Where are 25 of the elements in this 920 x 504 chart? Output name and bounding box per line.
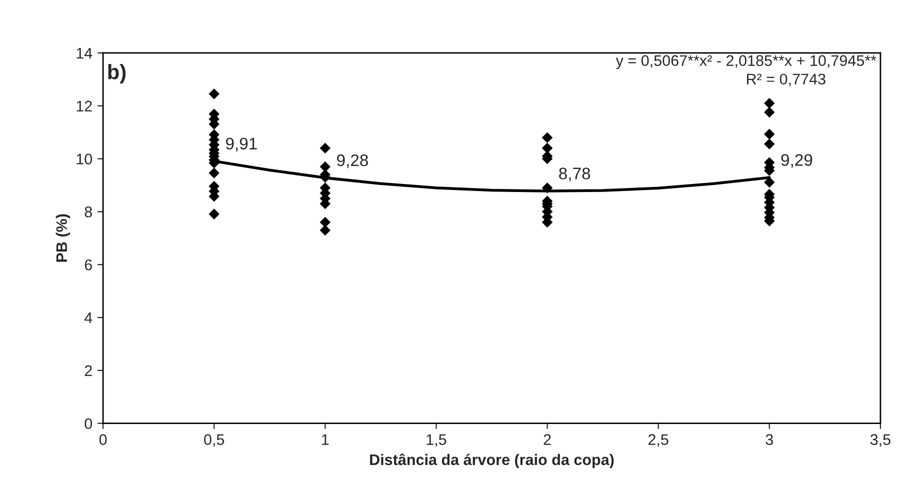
annotation: 9,91: [226, 138, 257, 152]
y-tick-label: 0: [84, 418, 92, 430]
x-tick-label: 1: [322, 434, 329, 445]
y-tick-label: 8: [84, 206, 92, 218]
x-tick-label: 3: [766, 434, 773, 445]
y-tick-label: 12: [76, 100, 92, 112]
annotation: y = 0,5067**x² - 2,0185**x + 10,7945**: [616, 55, 876, 70]
y-tick-label: 6: [84, 259, 92, 270]
y-tick-label: 14: [76, 48, 92, 58]
x-tick-label: 0: [99, 434, 107, 445]
annotation: 8,78: [559, 168, 590, 182]
x-tick-label: 3,5: [870, 434, 890, 447]
annotation: b): [108, 64, 126, 84]
x-tick-label: 2,5: [648, 434, 668, 447]
x-axis-title: Distância da árvore (raio da copa): [370, 454, 614, 468]
y-tick-label: 2: [84, 365, 92, 376]
x-tick-label: 2: [544, 434, 551, 445]
y-axis-title: PB (%): [56, 214, 70, 262]
annotation: 9,29: [781, 154, 812, 168]
y-tick-label: 4: [84, 312, 92, 324]
y-tick-label: 10: [76, 154, 92, 164]
x-tick-label: 0,5: [204, 434, 224, 447]
annotation: 9,28: [337, 154, 368, 168]
x-tick-label: 1,5: [426, 434, 446, 447]
annotation: R² = 0,7743: [747, 74, 826, 86]
